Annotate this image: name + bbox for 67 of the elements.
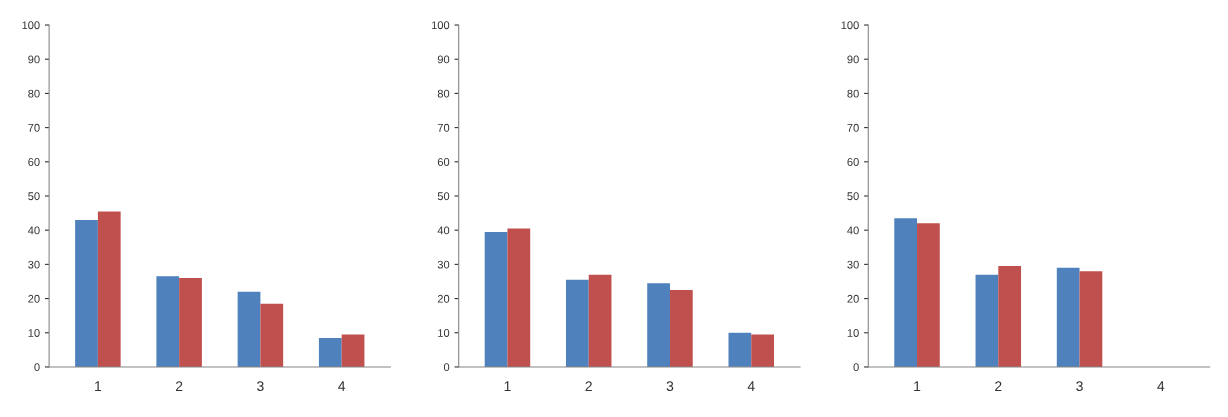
bar (484, 231, 508, 367)
y-tick-label: 90 (28, 55, 40, 64)
x-tick-label: 3 (257, 381, 264, 392)
y-tick-label: 20 (28, 294, 40, 303)
x-tick-label: 2 (585, 381, 592, 391)
bar (318, 337, 342, 367)
y-tick-label: 80 (437, 89, 450, 98)
bar (751, 334, 774, 367)
y-tick-label: 40 (27, 226, 40, 235)
y-tick-label: 90 (847, 55, 859, 64)
y-tick-label: 100 (431, 21, 450, 30)
bar (260, 303, 284, 367)
y-tick-label: 80 (847, 89, 859, 98)
x-tick-label: 1 (504, 381, 511, 391)
x-tick-label: 3 (1076, 381, 1083, 392)
bar (894, 218, 918, 367)
y-tick-label: 70 (437, 123, 450, 132)
x-tick-label: 2 (995, 381, 1002, 391)
bar (998, 266, 1022, 367)
y-tick-label: 90 (437, 55, 450, 64)
bar (341, 334, 365, 367)
y-tick-label: 70 (28, 123, 40, 132)
bar (565, 279, 589, 367)
y-tick-label: 50 (437, 192, 450, 201)
y-tick-label: 50 (28, 192, 40, 201)
y-tick-label: 20 (847, 294, 859, 303)
y-tick-label: 50 (847, 192, 859, 201)
bar (975, 274, 999, 367)
y-tick-label: 80 (28, 89, 40, 98)
x-tick-label: 2 (175, 381, 183, 391)
bar (97, 211, 121, 367)
y-tick-label: 40 (847, 226, 859, 235)
y-tick-label: 60 (437, 158, 450, 166)
bar (179, 278, 202, 367)
y-tick-label: 20 (437, 294, 450, 303)
y-tick-label: 60 (847, 158, 859, 166)
y-tick-label: 30 (437, 260, 450, 269)
bar (1056, 267, 1080, 367)
bar (917, 223, 940, 367)
bar (669, 290, 693, 367)
bar (588, 274, 612, 367)
y-tick-label: 40 (437, 226, 450, 235)
y-tick-label: 10 (438, 329, 450, 337)
y-tick-label: 10 (847, 329, 859, 337)
y-tick-label: 100 (841, 21, 859, 30)
y-tick-label: 30 (847, 260, 859, 269)
bar (507, 228, 531, 367)
y-tick-label: 0 (443, 363, 450, 372)
y-tick-label: 10 (28, 329, 40, 337)
y-tick-label: 0 (34, 363, 40, 372)
bar (728, 332, 752, 367)
x-tick-label: 4 (747, 381, 755, 391)
x-tick-label: 3 (666, 381, 674, 392)
bar (75, 219, 98, 367)
y-tick-label: 70 (847, 123, 859, 132)
y-tick-label: 100 (22, 21, 40, 30)
y-tick-label: 30 (28, 260, 40, 269)
bar (237, 291, 261, 367)
bar (647, 283, 670, 367)
y-tick-label: 0 (853, 363, 859, 372)
x-tick-label: 4 (338, 381, 346, 391)
x-tick-label: 4 (1157, 381, 1165, 391)
y-tick-label: 60 (28, 158, 40, 166)
bar (156, 276, 180, 367)
bar (1079, 271, 1103, 367)
x-tick-label: 1 (914, 381, 921, 391)
x-tick-label: 1 (95, 381, 102, 391)
